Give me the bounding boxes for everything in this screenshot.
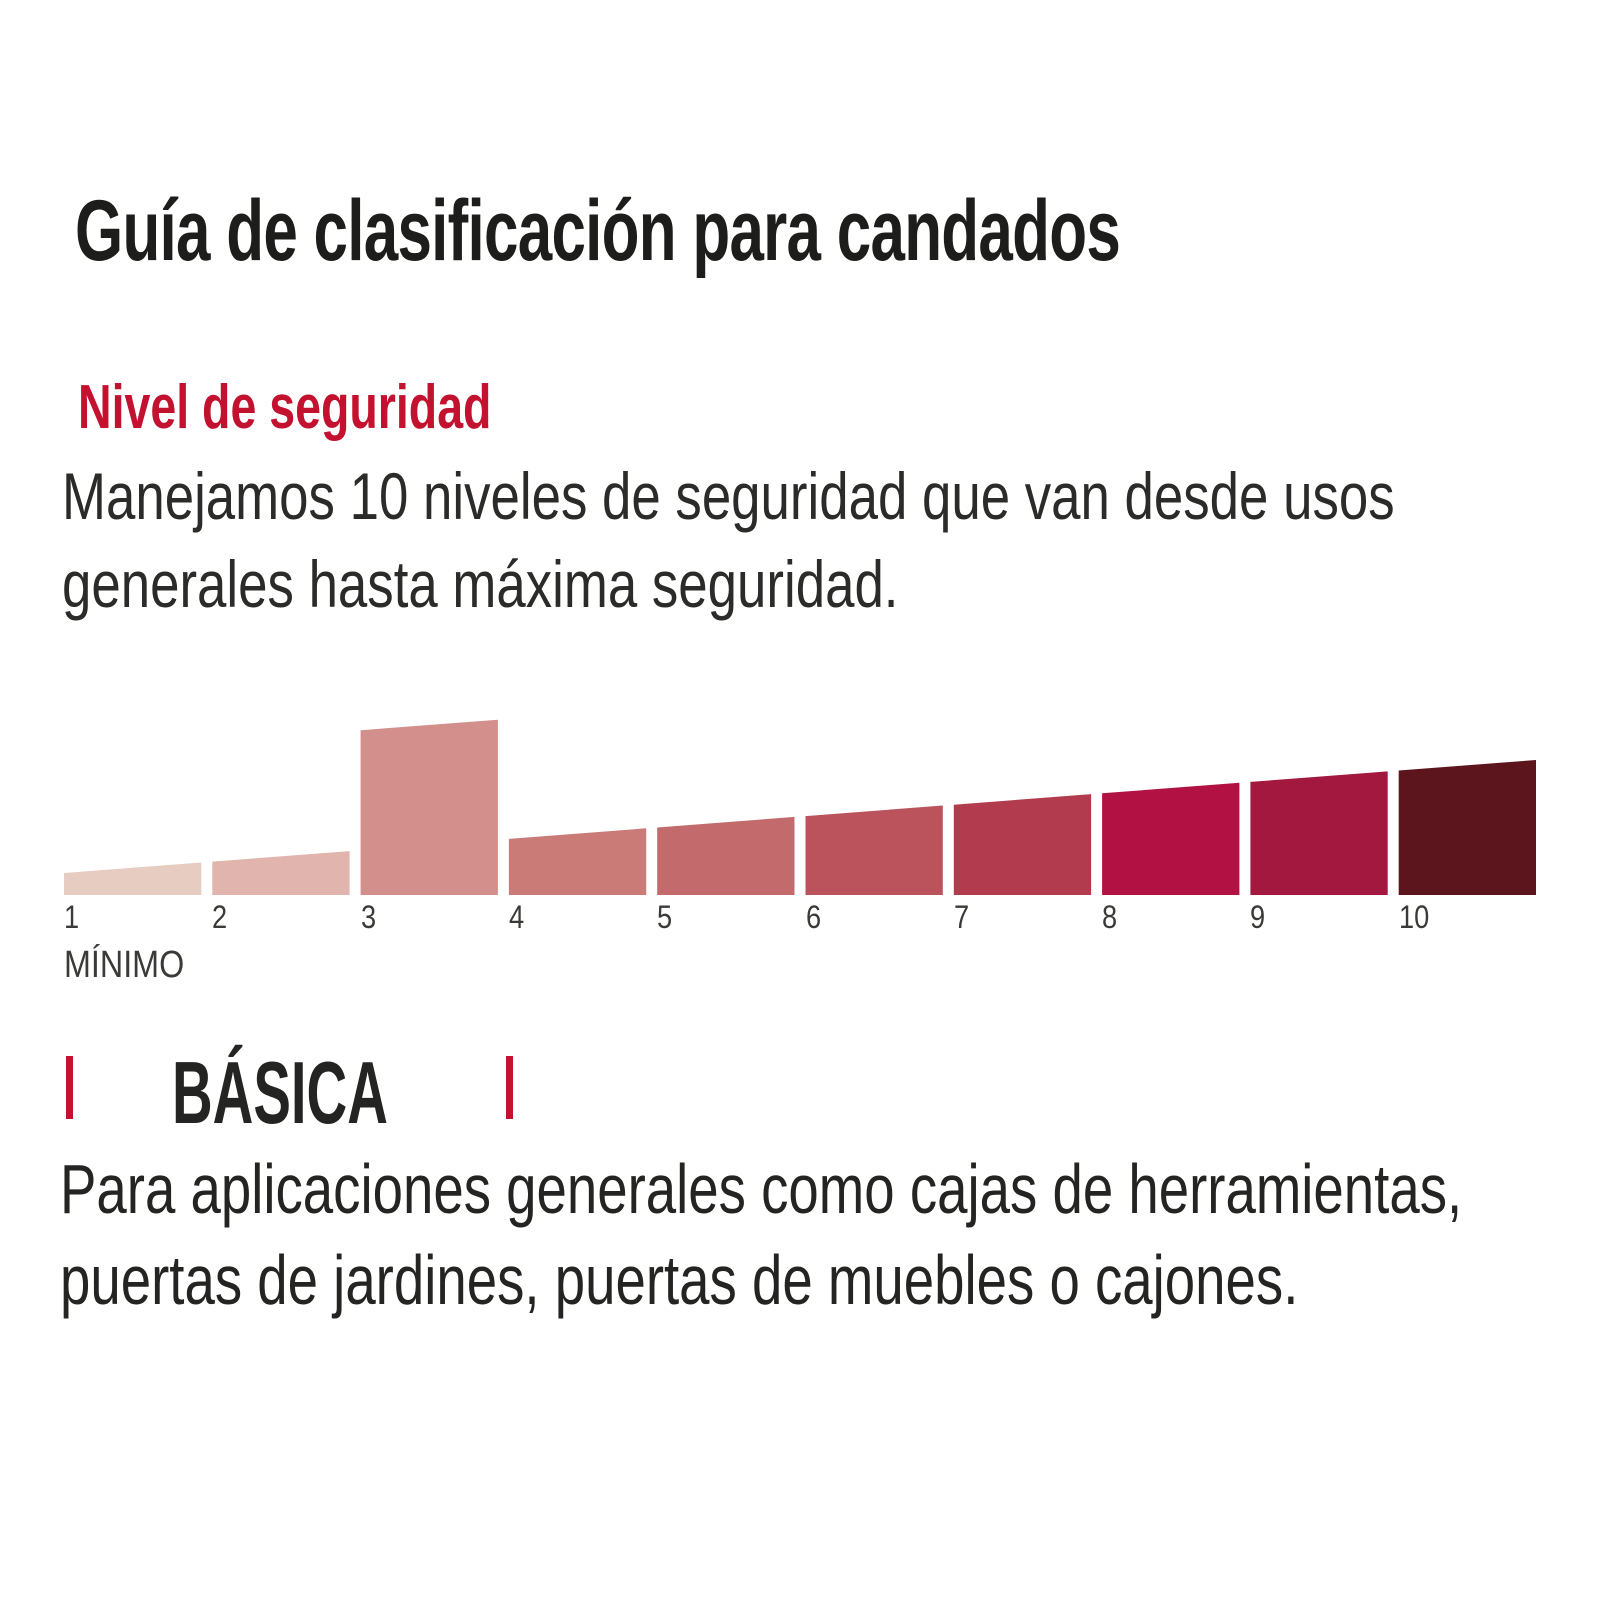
section-description: Manejamos 10 niveles de seguridad que va… <box>62 452 1395 628</box>
section-description-line-2: generales hasta máxima seguridad. <box>62 547 899 621</box>
chart-tick-label-5: 5 <box>657 899 673 935</box>
security-level-bar-4 <box>508 828 647 895</box>
category-tick-left-icon <box>66 1056 73 1119</box>
chart-tick-label-6: 6 <box>805 899 821 935</box>
chart-tick-label-2: 2 <box>212 899 228 935</box>
page-title: Guía de clasificación para candados <box>75 183 1121 279</box>
security-level-bar-1 <box>64 862 202 895</box>
chart-tick-label-10: 10 <box>1398 899 1429 935</box>
chart-tick-label-3: 3 <box>360 899 376 935</box>
category-description-line-1: Para aplicaciones generales como cajas d… <box>60 1150 1463 1228</box>
security-level-bar-6 <box>805 805 943 895</box>
security-level-bar-8 <box>1102 782 1240 895</box>
category-description-line-2: puertas de jardines, puertas de muebles … <box>60 1241 1299 1319</box>
security-level-bar-3 <box>360 719 498 895</box>
category-description: Para aplicaciones generales como cajas d… <box>60 1144 1462 1326</box>
security-level-bar-10 <box>1398 760 1536 895</box>
security-level-bar-7 <box>953 794 1092 895</box>
section-heading: Nivel de seguridad <box>78 373 492 442</box>
security-level-bar-2 <box>212 851 350 895</box>
section-description-line-1: Manejamos 10 niveles de seguridad que va… <box>62 459 1395 533</box>
chart-min-label: MÍNIMO <box>64 944 185 986</box>
chart-tick-label-9: 9 <box>1250 899 1266 935</box>
security-level-bar-5 <box>657 816 795 895</box>
security-level-bar-9 <box>1250 771 1388 895</box>
chart-tick-label-4: 4 <box>508 899 525 935</box>
chart-tick-label-8: 8 <box>1102 899 1118 935</box>
chart-tick-label-7: 7 <box>953 899 969 935</box>
category-tick-right-icon <box>506 1056 513 1119</box>
category-label: BÁSICA <box>172 1043 388 1142</box>
chart-tick-label-1: 1 <box>64 899 80 935</box>
security-level-chart <box>64 719 1536 895</box>
